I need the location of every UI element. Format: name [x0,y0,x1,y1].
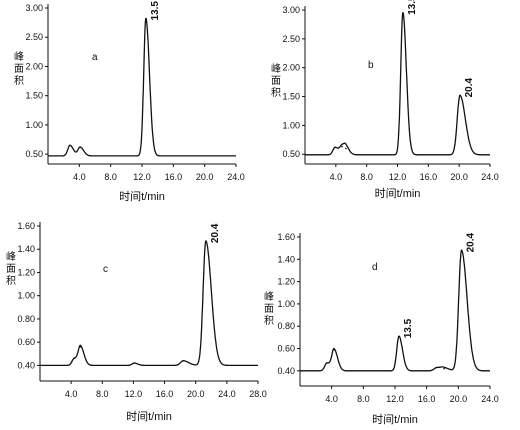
peak-point [460,249,463,252]
peak-point [145,17,147,20]
y-tick-label: 0.80 [277,321,295,331]
x-tick-label: 20.0 [187,389,205,399]
peak-point [459,94,461,97]
x-tick-label: 4.0 [73,172,86,182]
x-tick-label: 12.0 [133,172,151,182]
y-tick-label: 1.40 [277,254,295,264]
y-tick-label: 0.60 [17,337,35,347]
y-tick-label: 3.00 [25,3,43,13]
chromatogram-trace [48,17,236,157]
y-axis-label: 峰面积 [14,51,24,87]
x-tick-label: 20.0 [450,394,468,404]
x-tick-label: 16.0 [420,172,438,182]
y-tick-label: 1.20 [17,267,35,277]
peak-point [402,12,404,14]
peak-point [79,346,82,348]
chart-panel-b: 0.50 1.00 1.50 2.00 2.50 3.00 4.0 8.0 12.0 16.0 20… [271,0,499,200]
y-tick-label: 2.00 [282,63,300,73]
chart-panel-c: 0.40 0.60 0.80 1.00 1.20 1.40 1.60 4.0 8.0 12.0 16… [6,221,267,423]
y-tick-label: 2.00 [25,61,43,71]
x-axis-label: 时间t/min [372,413,418,426]
chromatogram-trace [40,240,258,367]
x-tick-label: 4.0 [325,394,338,404]
peak-label: 20.4 [466,232,477,252]
y-tick-label: 0.60 [277,344,295,354]
x-tick-label: 12.0 [386,394,404,404]
x-tick-label: 28.0 [249,389,267,399]
x-tick-label: 24.0 [218,389,236,399]
x-axis-label: 时间t/min [375,187,421,200]
chromatogram-trace [305,12,490,156]
y-tick-label: 0.50 [282,149,300,159]
peak-point [436,366,438,369]
peak-point [133,362,136,364]
peak-label: 13.5 [150,1,161,21]
y-tick-label: 0.40 [277,366,295,376]
y-tick-label: 2.50 [282,34,300,44]
y-tick-label: 1.00 [277,299,295,309]
x-tick-label: 24.0 [481,394,499,404]
y-tick-label: 0.80 [17,314,35,324]
peak-point [182,359,185,362]
chromatogram-trace [300,249,490,372]
chart-panel-a: 0.50 1.00 1.50 2.00 2.50 3.00 4.0 8.0 12.0 16.0 20… [14,1,245,203]
x-tick-label: 20.0 [196,172,214,182]
y-tick-label: 1.60 [277,232,295,242]
y-tick-label: 0.50 [25,149,43,159]
x-tick-label: 16.0 [156,389,174,399]
peak-point [333,348,335,351]
peak-label: 20.4 [210,223,221,243]
y-axis-label: 峰面积 [271,63,281,99]
y-tick-label: 1.20 [277,277,295,287]
peak-point [69,144,71,147]
x-axis-label: 时间t/min [126,410,172,423]
x-tick-label: 4.0 [65,389,78,399]
panel-label: d [372,262,378,273]
y-tick-label: 1.50 [25,91,43,101]
peak-point [326,362,328,364]
x-tick-label: 8.0 [104,172,117,182]
x-tick-label: 24.0 [227,172,245,182]
y-tick-label: 1.40 [17,244,35,254]
peak-point [73,357,76,360]
x-tick-label: 8.0 [96,389,109,399]
x-tick-label: 8.0 [357,394,370,404]
y-tick-label: 2.50 [25,32,43,42]
x-tick-label: 20.0 [450,172,468,182]
y-tick-label: 1.00 [282,120,300,130]
peak-point [398,335,400,338]
y-tick-label: 1.00 [17,291,35,301]
x-axis-label: 时间t/min [119,190,165,203]
x-tick-label: 24.0 [481,172,499,182]
y-axis-label: 峰面积 [264,291,274,327]
peak-point [205,240,207,242]
peak-point [341,145,343,148]
x-tick-label: 12.0 [389,172,407,182]
peak-label: 20.4 [464,77,475,97]
peak-point [79,146,81,148]
x-tick-label: 16.0 [165,172,183,182]
chart-panel-d: 0.40 0.60 0.80 1.00 1.20 1.40 1.60 4.0 8.0 12.0 16… [264,232,499,426]
peak-point [334,146,336,149]
y-tick-label: 0.40 [17,360,35,370]
panel-label: c [103,264,108,275]
panel-label: a [92,52,98,63]
peak-point [443,367,445,370]
panel-label: b [368,60,374,71]
y-tick-label: 3.00 [282,5,300,15]
y-tick-label: 1.60 [17,221,35,231]
x-tick-label: 8.0 [360,172,373,182]
y-tick-label: 1.00 [25,120,43,130]
peak-point [345,147,347,150]
x-tick-label: 12.0 [125,389,143,399]
y-axis-label: 峰面积 [6,251,16,287]
x-tick-label: 4.0 [330,172,343,182]
y-tick-label: 1.50 [282,92,300,102]
peak-label: 13.5 [403,318,414,338]
x-tick-label: 16.0 [418,394,436,404]
peak-label: 13.5 [407,0,418,15]
